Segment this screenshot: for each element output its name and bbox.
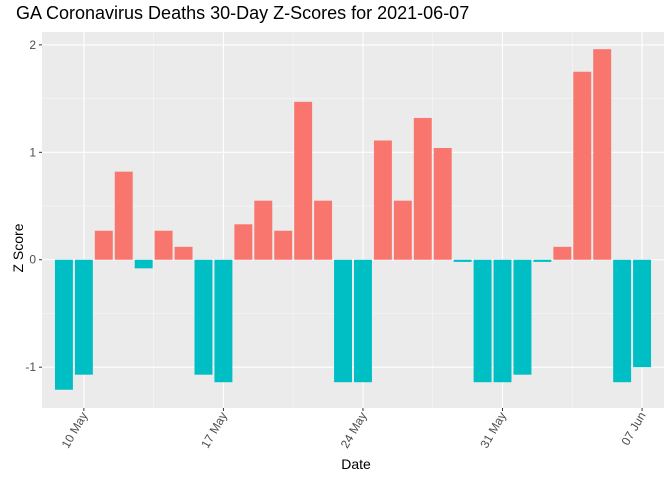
bar xyxy=(593,49,612,260)
bar xyxy=(553,246,572,260)
bar xyxy=(393,200,412,260)
x-tick-label: 17 May xyxy=(198,410,230,451)
bar xyxy=(154,230,173,260)
y-tick-label: -1 xyxy=(25,360,36,374)
bar xyxy=(74,259,93,375)
bar xyxy=(473,259,492,383)
bar xyxy=(214,259,233,383)
bar xyxy=(533,259,552,262)
x-tick-label: 24 May xyxy=(338,410,370,451)
bar xyxy=(94,230,113,260)
y-tick-label: 0 xyxy=(29,253,36,267)
bar xyxy=(573,71,592,260)
bar xyxy=(633,259,652,368)
bar xyxy=(54,259,73,390)
bar xyxy=(174,246,193,260)
bar xyxy=(493,259,512,383)
bar xyxy=(373,140,392,260)
x-tick-label: 10 May xyxy=(59,410,91,451)
bar xyxy=(453,259,472,262)
x-tick-label: 07 Jun xyxy=(619,410,649,448)
bar xyxy=(194,259,213,375)
bar xyxy=(254,200,273,260)
bar xyxy=(353,259,372,383)
bar xyxy=(294,101,313,260)
bar xyxy=(613,259,632,383)
plot-panel xyxy=(42,32,664,408)
bar xyxy=(234,224,253,260)
chart-title: GA Coronavirus Deaths 30-Day Z-Scores fo… xyxy=(16,3,470,23)
bar xyxy=(114,171,133,260)
bar xyxy=(274,230,293,260)
bar xyxy=(314,200,333,260)
bar xyxy=(413,117,432,260)
y-tick-label: 2 xyxy=(29,38,36,52)
bar xyxy=(334,259,353,383)
bar xyxy=(134,259,153,269)
bar xyxy=(433,148,452,260)
x-axis-label: Date xyxy=(341,456,371,472)
y-tick-label: 1 xyxy=(29,145,36,159)
x-tick-label: 31 May xyxy=(477,410,509,451)
bar xyxy=(513,259,532,375)
